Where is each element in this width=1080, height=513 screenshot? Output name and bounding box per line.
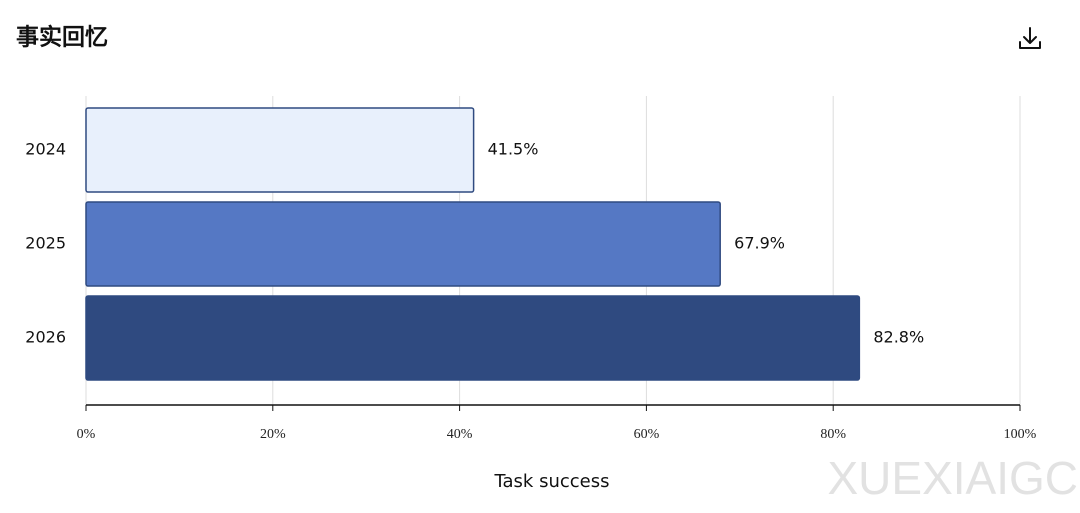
download-button[interactable]	[1019, 27, 1041, 49]
x-tick-label: 20%	[260, 427, 286, 442]
watermark: XUEXIAIGC	[827, 452, 1078, 504]
x-tick-label: 0%	[77, 427, 96, 442]
y-tick-label: 2026	[25, 328, 66, 347]
bar	[85, 201, 721, 287]
y-tick-label: 2024	[25, 140, 66, 159]
chart-title: 事实回忆	[16, 24, 108, 51]
value-label: 67.9%	[734, 234, 785, 253]
value-label: 82.8%	[873, 328, 924, 347]
value-label: 41.5%	[488, 140, 539, 159]
x-tick-label: 60%	[634, 427, 660, 442]
y-tick-label: 2025	[25, 234, 66, 253]
x-tick-label: 40%	[447, 427, 473, 442]
bar	[85, 295, 861, 381]
x-tick-label: 80%	[820, 427, 846, 442]
x-tick-label: 100%	[1004, 427, 1037, 442]
plot: 0% 20% 40% 60% 80% 100% 41.5% 2024 67.9% 2025 82.8…	[25, 96, 1037, 442]
x-axis-label: Task success	[494, 471, 610, 492]
bar	[85, 107, 475, 193]
